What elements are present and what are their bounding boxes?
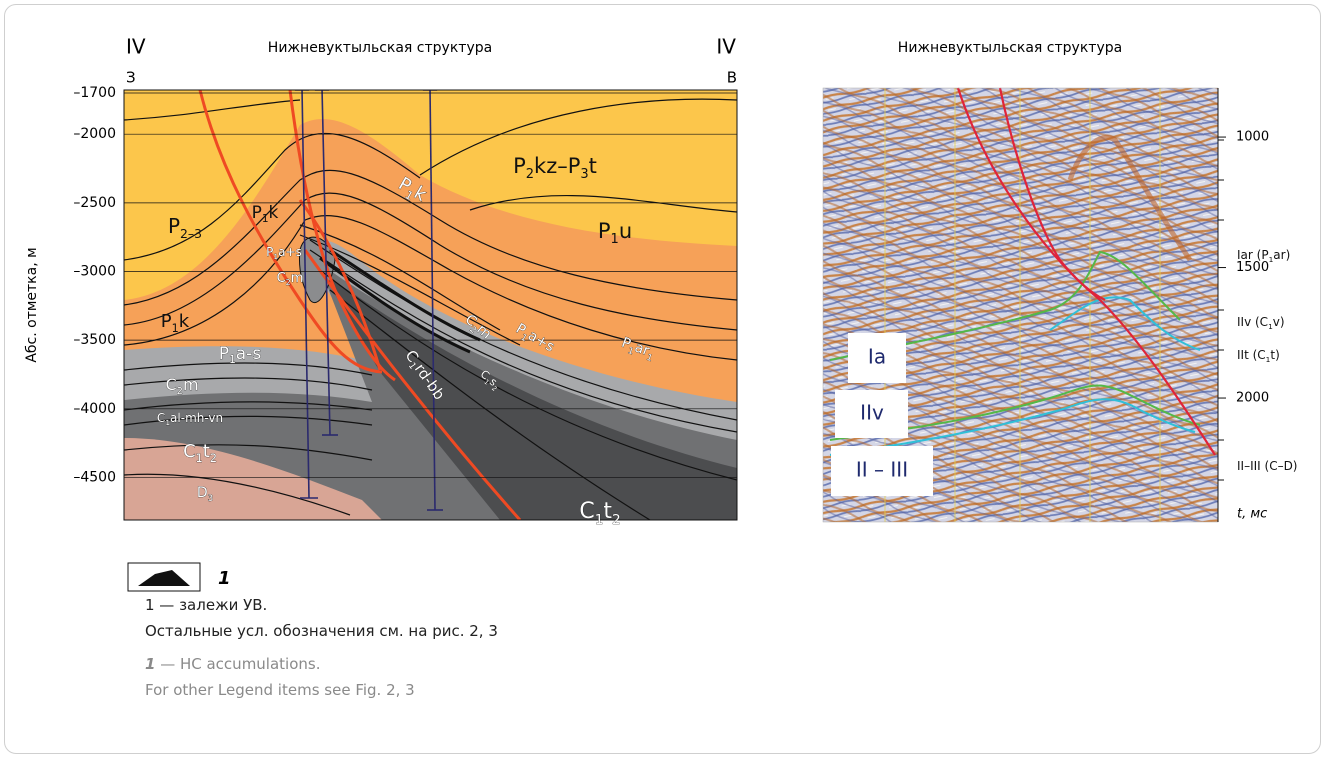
subscript: 2 [612, 512, 621, 528]
subscript: 1 [172, 322, 179, 335]
y-tick-label: –2500 [73, 195, 116, 211]
label-part: C [165, 375, 176, 394]
figure: IV IV З В Нижневуктыльская структура Нижневук… [0, 0, 1327, 760]
title: Нижневуктыльская структура [268, 40, 492, 56]
subscript: 1 [611, 232, 619, 247]
label-part: II–III (C–D) [1237, 459, 1298, 473]
formation-label: C2m [165, 375, 198, 397]
label-part: a+s [278, 245, 302, 259]
subscript: 3 [208, 494, 214, 504]
formation-label: Iar (P1ar) [1237, 248, 1290, 264]
subscript: 1 [595, 512, 604, 528]
label-part: a-s [236, 344, 262, 364]
subscript: 2 [210, 452, 217, 465]
formation-label: IIv (C1v) [1237, 315, 1285, 331]
label-part: al-mh-vn [170, 411, 223, 425]
roman-right: IV [716, 35, 736, 59]
axis-unit: t, мс [1237, 507, 1267, 522]
label-part: Iar (P [1237, 248, 1269, 262]
number: 1 [218, 568, 231, 589]
label-part: IIt (C [1237, 348, 1266, 362]
label-part: v) [1273, 315, 1285, 329]
label-part: C [579, 499, 594, 524]
caption-ru-note: Остальные усл. обозначения см. на рис. 2… [145, 622, 498, 640]
label-part: u [619, 219, 632, 243]
caption-en-note: For other Legend items see Fig. 2, 3 [145, 681, 415, 699]
subscript: 1 [229, 354, 236, 366]
formation-label: C2m [277, 271, 304, 288]
label-part: kz–P [534, 154, 580, 178]
y-tick-label: –4000 [73, 401, 116, 417]
label-part: IIv (C [1237, 315, 1268, 329]
formation-label: P1a-s [219, 344, 262, 366]
zone-label: II – III [856, 458, 908, 482]
y-tick-label: 2000 [1236, 391, 1269, 406]
y-axis-label: Абс. отметка, м [24, 247, 40, 362]
label-part: C [157, 411, 165, 425]
label-part: k [269, 203, 279, 223]
label-part: D [197, 485, 208, 501]
label-part: t [589, 154, 597, 178]
subscript: 2–3 [180, 226, 202, 241]
formation-label: IIt (C1t) [1237, 348, 1280, 364]
caption-en-number: 1 [145, 655, 155, 673]
label-part: P [513, 154, 526, 178]
roman-left: IV [126, 35, 146, 59]
label-part: m [183, 375, 199, 394]
label-part: k [179, 311, 190, 332]
side-right: В [727, 69, 737, 87]
caption-ru: 1 — залежи УВ. [145, 596, 267, 614]
label-part: P [252, 203, 262, 223]
y-tick-label: 1500 [1236, 260, 1269, 275]
label-part: m [291, 271, 304, 286]
y-tick-label: –3500 [73, 332, 116, 348]
subscript: 1 [262, 213, 269, 225]
y-tick-label: 1000 [1236, 130, 1269, 145]
subscript: 3 [580, 167, 588, 182]
caption-en-item: — HC accumulations. [155, 655, 320, 673]
y-tick-label: –2000 [73, 126, 116, 142]
y-tick-label: –3000 [73, 263, 116, 279]
label-part: t [203, 441, 210, 462]
label-part: P [598, 219, 611, 243]
label-part: P [219, 344, 229, 364]
y-tick-label: –4500 [73, 469, 116, 485]
label-part: P [161, 311, 172, 332]
subscript: 2 [526, 167, 534, 182]
title: Нижневуктыльская структура [898, 40, 1122, 56]
zone-label: Ia [868, 345, 886, 369]
subscript: 1 [196, 452, 203, 465]
label-part: P [266, 245, 273, 259]
side-left: З [126, 69, 136, 87]
label-part: ar) [1273, 248, 1290, 262]
y-tick-label: –1700 [73, 85, 116, 101]
formation-label: II–III (C–D) [1237, 459, 1298, 473]
label-part: P [168, 214, 180, 238]
caption-en: 1 — HC accumulations. [145, 655, 320, 673]
formation-label: P1a+s [266, 245, 302, 261]
label-part: C [183, 441, 196, 462]
label-part: C [277, 271, 286, 286]
label-part: t) [1270, 348, 1279, 362]
page: IV IV З В Нижневуктыльская структура Нижневук… [0, 0, 1327, 760]
zone-label: IIv [860, 401, 884, 425]
